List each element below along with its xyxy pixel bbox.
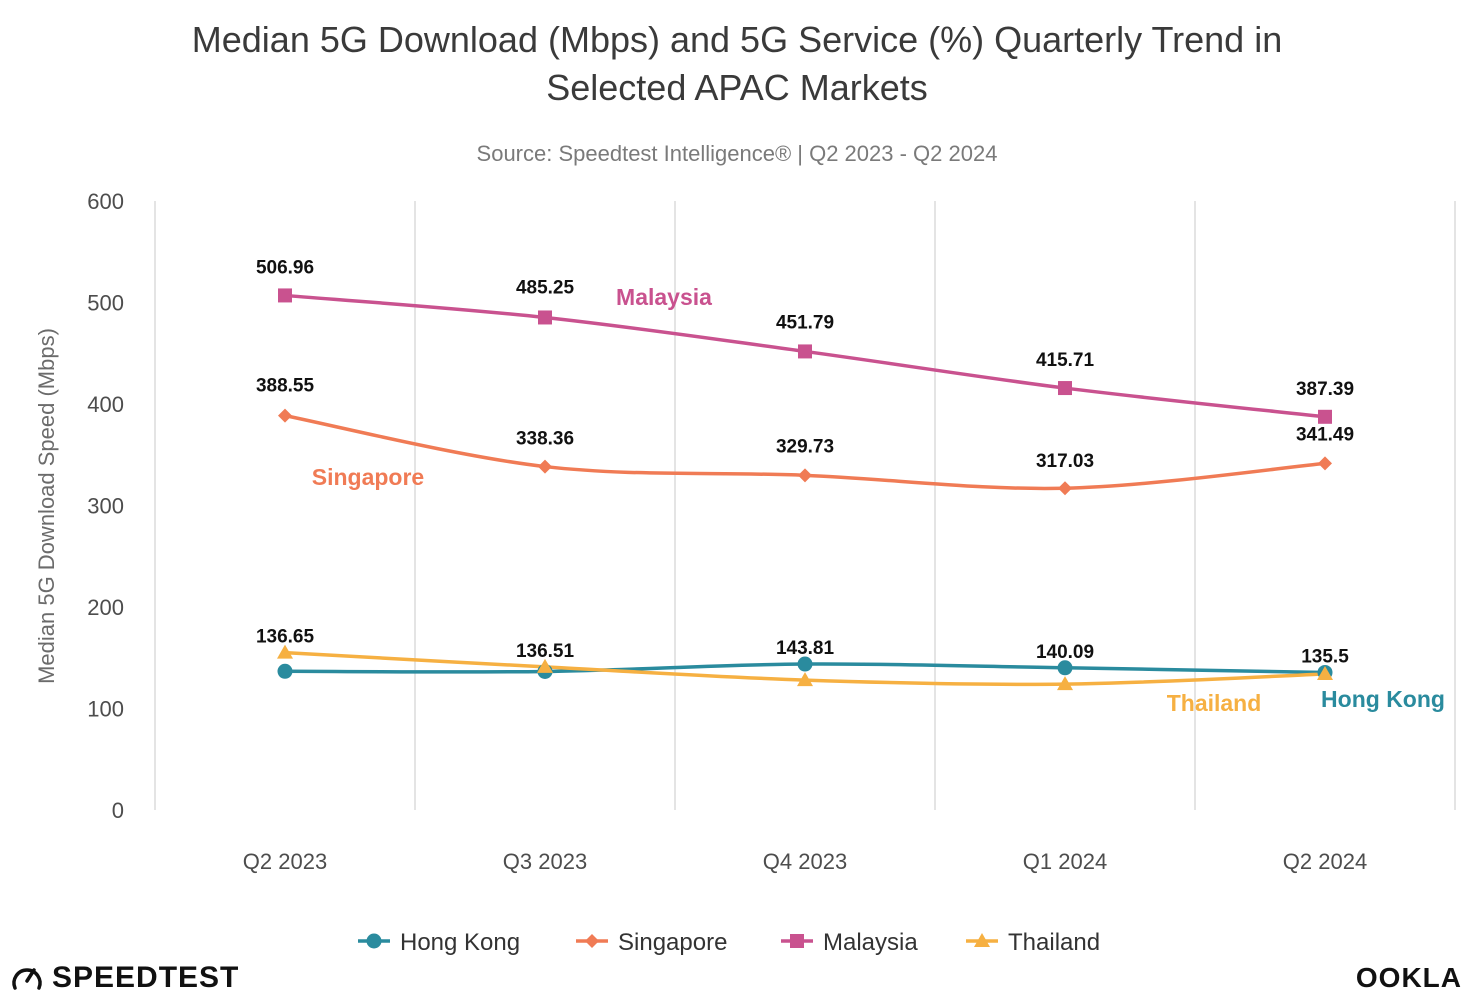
data-label-malaysia: 387.39 bbox=[1296, 379, 1354, 400]
point-malaysia bbox=[278, 288, 292, 303]
legend-item-singapore: Singapore bbox=[576, 929, 727, 956]
chart-title-line-1: Median 5G Download (Mbps) and 5G Service… bbox=[192, 19, 1282, 60]
data-labels: 136.65 136.51 143.81 140.09 135.5 388.55 338.3… bbox=[256, 257, 1354, 667]
y-tick-label: 0 bbox=[112, 798, 124, 823]
data-label-hong-kong: 136.51 bbox=[516, 641, 575, 662]
point-thailand bbox=[537, 658, 553, 673]
legend-label: Thailand bbox=[1008, 929, 1100, 956]
series-name-labels: Hong Kong Singapore Malaysia Thailand bbox=[312, 284, 1445, 716]
y-tick-label: 100 bbox=[87, 697, 124, 722]
legend: Hong Kong Singapore Malaysia Thailand bbox=[358, 929, 1100, 956]
y-tick-label: 600 bbox=[87, 189, 124, 214]
y-tick-label: 400 bbox=[87, 392, 124, 417]
x-tick-label: Q1 2024 bbox=[1023, 849, 1107, 874]
point-singapore bbox=[798, 468, 812, 483]
x-axis-ticks: Q2 2023 Q3 2023 Q4 2023 Q1 2024 Q2 2024 bbox=[243, 849, 1367, 874]
legend-item-thailand: Thailand bbox=[966, 929, 1100, 956]
speedtest-logo: SPEEDTEST bbox=[12, 961, 239, 994]
legend-marker-hong-kong bbox=[366, 933, 382, 949]
chart-title-line-2: Selected APAC Markets bbox=[546, 67, 928, 108]
legend-label: Hong Kong bbox=[400, 929, 520, 956]
data-label-singapore: 329.73 bbox=[776, 436, 834, 457]
y-tick-label: 500 bbox=[87, 291, 124, 316]
chart-subtitle: Source: Speedtest Intelligence® | Q2 202… bbox=[477, 141, 998, 166]
point-malaysia bbox=[538, 310, 552, 325]
data-label-singapore: 338.36 bbox=[516, 429, 574, 450]
y-tick-label: 200 bbox=[87, 595, 124, 620]
legend-marker-thailand bbox=[974, 933, 990, 947]
point-hong-kong bbox=[1057, 660, 1073, 676]
data-label-malaysia: 485.25 bbox=[516, 277, 575, 298]
series-name-malaysia: Malaysia bbox=[616, 284, 712, 310]
data-label-singapore: 341.49 bbox=[1296, 424, 1354, 445]
point-singapore bbox=[278, 408, 292, 423]
speedometer-icon bbox=[12, 968, 42, 990]
point-hong-kong bbox=[277, 663, 293, 679]
legend-label: Malaysia bbox=[823, 929, 918, 956]
point-malaysia bbox=[1318, 409, 1332, 424]
data-label-malaysia: 415.71 bbox=[1036, 350, 1095, 371]
gridlines bbox=[154, 201, 1456, 810]
speedtest-logo-text: SPEEDTEST bbox=[52, 961, 239, 994]
data-label-hong-kong: 140.09 bbox=[1036, 642, 1094, 663]
data-label-malaysia: 451.79 bbox=[776, 312, 834, 333]
data-label-hong-kong: 136.65 bbox=[256, 627, 315, 648]
legend-marker-malaysia bbox=[790, 934, 804, 948]
point-hong-kong bbox=[797, 656, 813, 672]
point-singapore bbox=[538, 459, 552, 474]
x-tick-label: Q2 2024 bbox=[1283, 849, 1367, 874]
point-thailand bbox=[797, 672, 813, 687]
legend-label: Singapore bbox=[618, 929, 727, 956]
y-tick-label: 300 bbox=[87, 494, 124, 519]
point-malaysia bbox=[798, 344, 812, 359]
point-thailand bbox=[1057, 676, 1073, 691]
ookla-logo: OOKLA bbox=[1356, 962, 1462, 993]
data-label-hong-kong: 135.5 bbox=[1301, 646, 1349, 667]
x-tick-label: Q4 2023 bbox=[763, 849, 847, 874]
data-label-hong-kong: 143.81 bbox=[776, 638, 835, 659]
legend-item-hong-kong: Hong Kong bbox=[358, 929, 520, 956]
data-label-malaysia: 506.96 bbox=[256, 257, 314, 278]
y-axis-ticks: 0 100 200 300 400 500 600 bbox=[87, 189, 124, 823]
series-markers bbox=[277, 288, 1333, 691]
point-thailand bbox=[1317, 665, 1333, 680]
legend-item-malaysia: Malaysia bbox=[781, 929, 918, 956]
series-name-thailand: Thailand bbox=[1167, 690, 1262, 716]
point-singapore bbox=[1318, 456, 1332, 471]
data-label-singapore: 388.55 bbox=[256, 376, 315, 397]
legend-marker-singapore bbox=[585, 934, 599, 948]
x-tick-label: Q3 2023 bbox=[503, 849, 587, 874]
y-axis-title: Median 5G Download Speed (Mbps) bbox=[34, 328, 59, 684]
series-name-singapore: Singapore bbox=[312, 464, 424, 490]
point-thailand bbox=[277, 644, 293, 659]
point-singapore bbox=[1058, 481, 1072, 496]
data-label-singapore: 317.03 bbox=[1036, 451, 1094, 472]
point-malaysia bbox=[1058, 381, 1072, 396]
series-name-hong-kong: Hong Kong bbox=[1321, 686, 1445, 712]
x-tick-label: Q2 2023 bbox=[243, 849, 327, 874]
